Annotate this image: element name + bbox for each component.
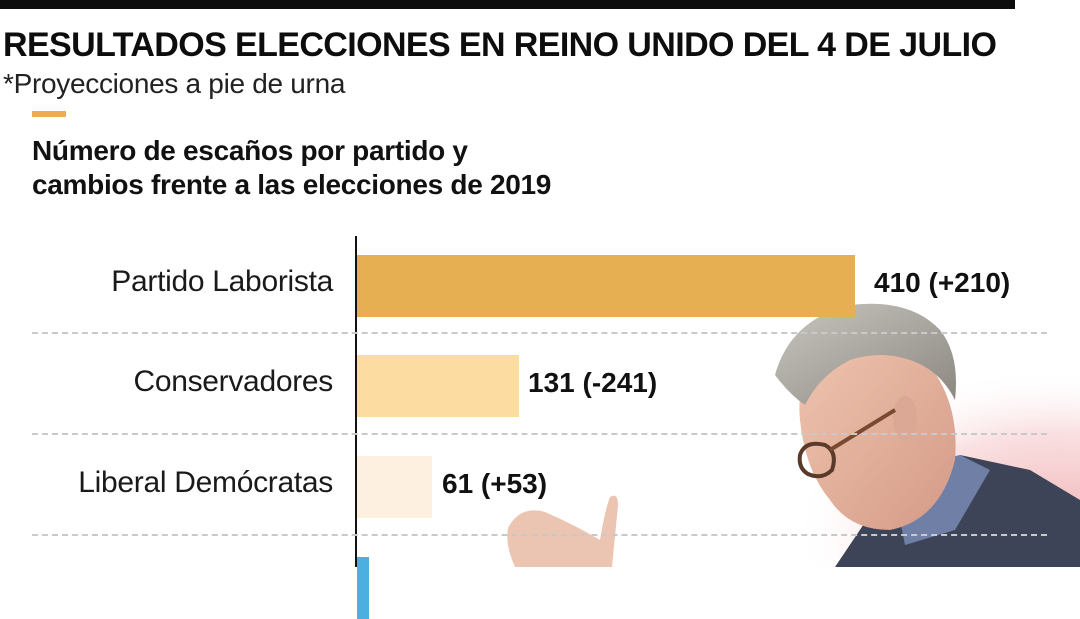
- bar-conservadores: [357, 355, 519, 417]
- top-rule: [0, 0, 1015, 9]
- page-subtitle: *Proyecciones a pie de urna: [3, 68, 346, 99]
- chart-heading: Número de escaños por partido y cambios …: [32, 134, 551, 202]
- row-separator: [32, 332, 1047, 334]
- chart-axis: [355, 236, 357, 567]
- chart-row-liberal-democratas: Liberal Demócratas 61 (+53): [0, 456, 1080, 518]
- chart-heading-line-1: Número de escaños por partido y: [32, 135, 468, 166]
- chart-row-conservadores: Conservadores 131 (-241): [0, 355, 1080, 417]
- category-label: Liberal Demócratas: [78, 466, 333, 499]
- page-title: RESULTADOS ELECCIONES EN REINO UNIDO DEL…: [3, 26, 997, 64]
- bar-laborista: [357, 255, 855, 317]
- bar-partial: [357, 557, 369, 619]
- category-label: Partido Laborista: [111, 265, 333, 298]
- row-separator: [32, 433, 1047, 435]
- chart-row-partial: [0, 557, 1080, 619]
- chart-row-laborista: Partido Laborista 410 (+210): [0, 255, 1080, 317]
- category-label: Conservadores: [133, 365, 333, 398]
- value-label: 61 (+53): [442, 468, 548, 499]
- bar-liberal-democratas: [357, 456, 432, 518]
- accent-bar: [32, 111, 66, 117]
- chart-heading-line-2: cambios frente a las elecciones de 2019: [32, 169, 552, 200]
- row-separator: [32, 534, 1047, 536]
- value-label: 410 (+210): [874, 267, 1011, 298]
- value-label: 131 (-241): [528, 367, 658, 398]
